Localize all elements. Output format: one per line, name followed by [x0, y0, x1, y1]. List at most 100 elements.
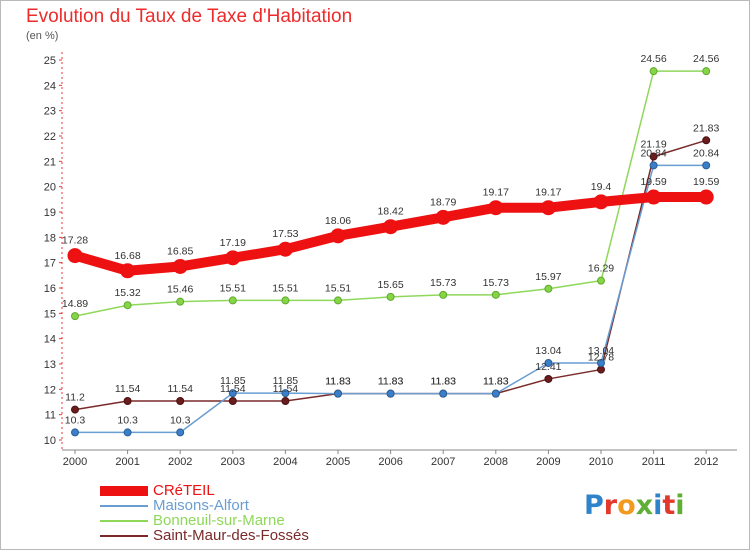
x-tick-label: 2000 — [63, 456, 87, 468]
data-label: 11.54 — [115, 383, 141, 395]
plot-area — [62, 52, 737, 450]
y-tick-label: 18 — [44, 232, 56, 244]
data-point — [649, 67, 658, 76]
data-label: 11.2 — [65, 392, 85, 404]
data-label: 17.28 — [62, 235, 88, 247]
data-label: 12.78 — [588, 352, 614, 364]
data-point — [330, 228, 346, 244]
legend-label: Bonneuil-sur-Marne — [153, 512, 285, 529]
data-point — [71, 312, 79, 321]
data-point — [597, 276, 605, 285]
data-label: 11.83 — [325, 376, 351, 388]
data-label: 11.83 — [378, 376, 404, 388]
data-point — [225, 250, 241, 266]
chart-subtitle: (en %) — [26, 30, 59, 42]
y-tick-label: 14 — [44, 334, 56, 346]
data-point — [383, 219, 399, 235]
data-point — [334, 389, 342, 398]
data-label: 16.29 — [588, 263, 614, 275]
legend-swatch — [100, 486, 148, 496]
x-tick-label: 2001 — [115, 456, 139, 468]
proxiti-logo: Proxiti — [584, 490, 685, 521]
data-point — [597, 358, 605, 367]
data-point — [597, 365, 605, 374]
data-point — [176, 297, 185, 306]
data-label: 15.73 — [483, 277, 509, 289]
data-point — [439, 389, 448, 398]
data-label: 11.83 — [483, 376, 509, 388]
data-label: 24.56 — [693, 53, 719, 65]
data-label: 20.84 — [693, 147, 719, 159]
data-label: 19.17 — [483, 187, 509, 199]
x-tick-label: 2003 — [221, 456, 245, 468]
data-label: 15.51 — [220, 282, 246, 294]
x-tick-label: 2007 — [431, 456, 455, 468]
data-label: 13.04 — [535, 345, 561, 357]
data-label: 19.59 — [640, 176, 666, 188]
data-label: 19.17 — [535, 187, 561, 199]
data-point — [593, 194, 609, 210]
data-point — [228, 389, 237, 398]
data-label: 21.19 — [640, 139, 666, 151]
data-label: 15.32 — [114, 287, 140, 299]
data-point — [702, 136, 711, 145]
legend-swatch — [100, 520, 148, 522]
x-tick-label: 2009 — [536, 456, 560, 468]
y-tick-label: 10 — [44, 435, 56, 447]
x-tick-label: 2004 — [273, 456, 297, 468]
data-label: 10.3 — [117, 414, 138, 426]
data-label: 17.19 — [220, 237, 246, 249]
data-point — [386, 389, 395, 398]
data-label: 18.42 — [377, 206, 403, 218]
data-point — [334, 296, 342, 305]
x-tick-label: 2002 — [168, 456, 192, 468]
chart-title: Evolution du Taux de Taxe d'Habitation — [26, 6, 353, 27]
data-point — [123, 396, 132, 405]
data-point — [386, 292, 395, 301]
data-point — [123, 301, 132, 310]
data-label: 15.51 — [272, 282, 298, 294]
data-label: 19.4 — [591, 181, 612, 193]
data-point — [544, 284, 553, 293]
data-label: 15.65 — [377, 279, 403, 291]
data-point — [702, 161, 711, 170]
data-point — [491, 389, 500, 398]
data-point — [281, 396, 290, 405]
y-tick-label: 23 — [44, 106, 56, 118]
logo-letter: i — [653, 490, 663, 521]
y-tick-label: 22 — [44, 131, 56, 143]
x-tick-label: 2010 — [589, 456, 613, 468]
y-tick-label: 15 — [44, 308, 56, 320]
x-tick-label: 2005 — [326, 456, 350, 468]
logo-letter: P — [584, 490, 604, 521]
data-point — [540, 200, 556, 216]
data-label: 11.83 — [430, 376, 456, 388]
y-tick-label: 20 — [44, 182, 56, 194]
y-tick-label: 17 — [44, 258, 56, 270]
legend-label: Saint-Maur-des-Fossés — [153, 527, 309, 544]
legend-swatch — [100, 535, 148, 537]
data-label: 12.41 — [535, 361, 561, 373]
data-label: 15.73 — [430, 277, 456, 289]
y-tick-label: 12 — [44, 384, 56, 396]
data-point — [646, 189, 662, 205]
data-label: 10.3 — [170, 414, 191, 426]
data-label: 13.04 — [588, 345, 614, 357]
logo-letter: t — [662, 490, 676, 521]
x-tick-label: 2011 — [642, 456, 666, 468]
data-label: 19.59 — [693, 176, 719, 188]
data-point — [702, 67, 711, 76]
data-label: 15.51 — [325, 282, 351, 294]
data-label: 11.54 — [273, 383, 299, 395]
data-label: 11.83 — [430, 376, 456, 388]
data-point — [649, 161, 658, 170]
data-point — [281, 296, 290, 305]
data-label: 14.89 — [62, 298, 88, 310]
data-point — [176, 428, 185, 437]
data-label: 11.85 — [220, 375, 246, 387]
data-label: 18.06 — [325, 215, 351, 227]
data-point — [67, 248, 83, 264]
logo-letter: r — [603, 490, 618, 521]
data-label: 11.83 — [483, 376, 509, 388]
